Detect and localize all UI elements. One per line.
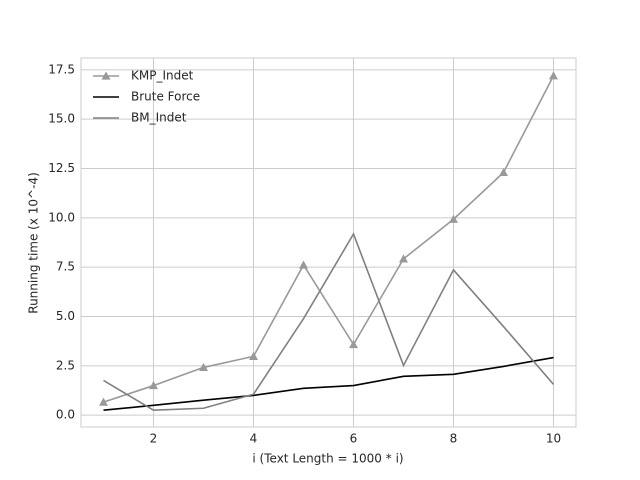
x-tick-label: 10 — [546, 432, 561, 446]
series-line — [103, 75, 555, 403]
data-point — [399, 254, 408, 263]
y-tick-label: 12.5 — [48, 161, 75, 175]
legend-label: Brute Force — [131, 90, 200, 104]
data-point — [349, 340, 358, 349]
series-line — [103, 356, 554, 412]
y-tick-label: 0.0 — [56, 408, 75, 422]
x-tick-label: 4 — [250, 432, 258, 446]
plot-frame — [80, 57, 577, 428]
y-tick-label: 10.0 — [48, 210, 75, 224]
y-tick-label: 5.0 — [56, 309, 75, 323]
data-point — [299, 260, 308, 269]
y-tick-label: 7.5 — [56, 260, 75, 274]
series-line — [103, 232, 555, 412]
x-axis-label: i (Text Length = 1000 * i) — [252, 452, 403, 466]
y-tick-label: 17.5 — [48, 62, 75, 76]
data-point — [449, 214, 458, 223]
x-tick-label: 8 — [450, 432, 458, 446]
data-point — [199, 362, 208, 372]
x-tick-label: 2 — [150, 432, 158, 446]
y-axis-label: Running time (x 10^-4) — [27, 172, 41, 313]
legend-marker — [101, 71, 111, 80]
legend-label: BM_Indet — [131, 111, 187, 125]
legend-label: KMP_Indet — [131, 69, 194, 83]
y-tick-label: 2.5 — [56, 358, 75, 372]
data-point — [99, 397, 108, 406]
data-point — [499, 167, 508, 177]
data-point — [549, 71, 558, 80]
x-tick-label: 6 — [350, 432, 358, 446]
data-point — [249, 351, 258, 360]
y-tick-label: 15.0 — [48, 112, 75, 126]
data-point — [149, 381, 158, 390]
